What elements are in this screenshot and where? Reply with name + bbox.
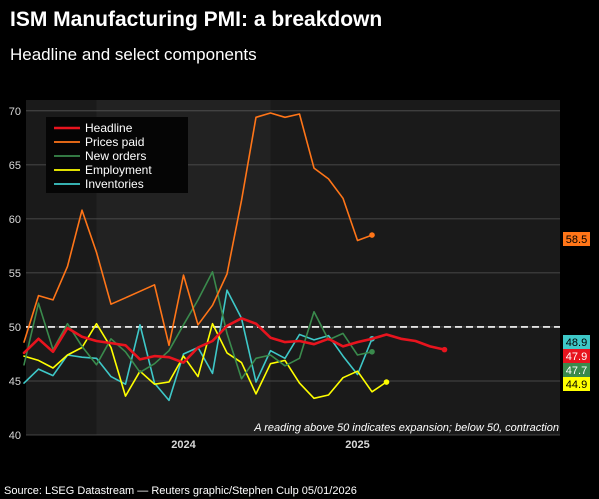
series-layer (22, 112, 448, 402)
end-label-employment: 44.9 (566, 379, 587, 391)
y-tick-40: 40 (9, 430, 21, 442)
legend-label-headline: Headline (85, 121, 133, 135)
series-end-point-prices-paid (369, 232, 375, 238)
chart-annotation: A reading above 50 indicates expansion; … (253, 422, 559, 434)
end-label-box-new-orders (563, 363, 590, 377)
x-axis: 2024 2025 (171, 439, 369, 451)
legend-label-employment: Employment (85, 163, 152, 177)
series-line-prices-paid (23, 112, 373, 347)
end-label-box-employment (563, 377, 590, 391)
end-label-prices-paid: 58.5 (566, 234, 587, 246)
x-tick-2025: 2025 (345, 439, 369, 451)
series-line-headline (22, 316, 446, 364)
y-tick-65: 65 (9, 160, 21, 172)
y-axis: 40 45 50 55 60 65 70 (9, 106, 21, 442)
end-label-box-inventories (563, 335, 590, 349)
legend-label-inventories: Inventories (85, 177, 144, 191)
series-line-employment (23, 322, 388, 400)
end-label-inventories: 48.9 (566, 337, 587, 349)
end-label-headline: 47.9 (566, 351, 587, 363)
chart-title: ISM Manufacturing PMI: a breakdown (10, 8, 382, 31)
series-end-point-new-orders (369, 348, 375, 355)
y-tick-45: 45 (9, 376, 21, 388)
series-end-point-employment (383, 379, 390, 385)
y-tick-55: 55 (9, 268, 21, 280)
end-label-box-headline (563, 349, 590, 363)
legend-label-new-orders: New orders (85, 149, 146, 163)
legend-box (46, 117, 188, 193)
series-line-new-orders (23, 270, 373, 380)
x-tick-2024: 2024 (171, 439, 196, 451)
y-tick-60: 60 (9, 214, 21, 226)
series-end-point-headline (441, 346, 448, 353)
y-tick-70: 70 (9, 106, 21, 118)
end-label-box-prices-paid (563, 232, 590, 246)
chart-subtitle: Headline and select components (10, 45, 257, 64)
end-label-new-orders: 47.7 (566, 365, 587, 377)
legend-label-prices-paid: Prices paid (85, 135, 144, 149)
y-tick-50: 50 (9, 322, 21, 334)
chart-source: Source: LSEG Datastream — Reuters graphi… (4, 485, 357, 497)
end-labels: 47.9 58.5 47.7 44.9 48.9 (563, 232, 590, 391)
